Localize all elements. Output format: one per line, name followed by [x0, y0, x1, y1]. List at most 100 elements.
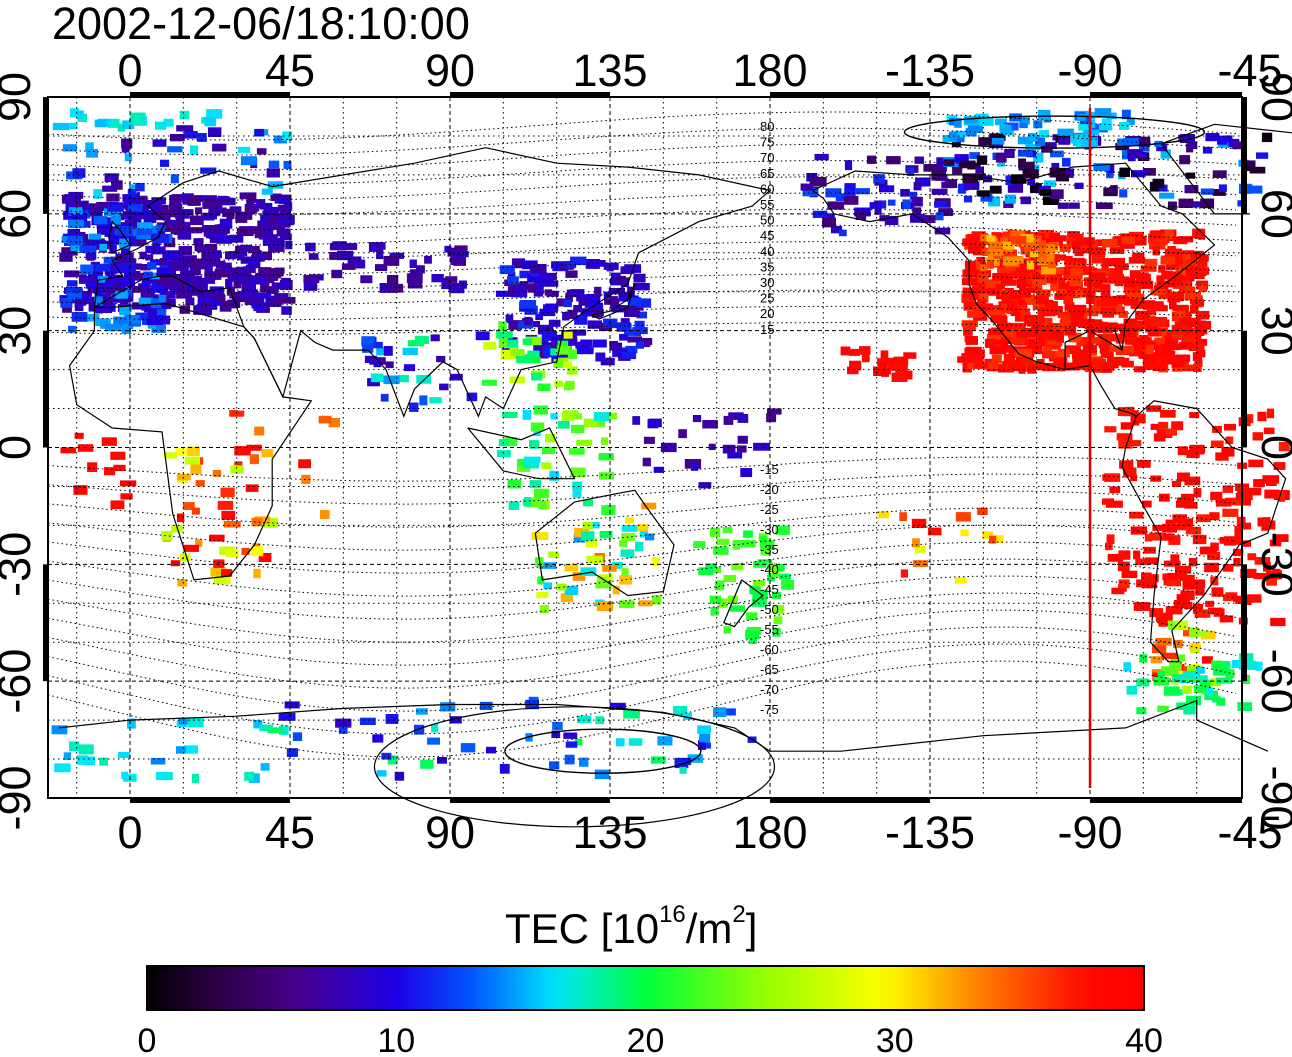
tec-cell: [523, 462, 540, 469]
tec-cell: [1190, 304, 1199, 314]
tec-cell: [1082, 131, 1090, 142]
tec-cell: [99, 757, 109, 766]
tec-cell: [1196, 259, 1208, 268]
tec-cell: [180, 264, 189, 271]
tec-cell: [912, 560, 929, 567]
tec-cell: [1225, 135, 1233, 142]
tec-cell: [880, 350, 889, 359]
tec-cell: [64, 270, 80, 278]
tec-cell: [622, 305, 638, 312]
tec-cell: [527, 273, 544, 283]
tec-cell: [989, 535, 997, 544]
tec-cell: [1185, 518, 1194, 527]
tec-cell: [578, 298, 587, 306]
tec-cell: [1249, 166, 1266, 174]
tec-cell: [531, 372, 543, 381]
tec-cell: [873, 366, 888, 376]
tec-cell: [1053, 356, 1068, 366]
tec-cell: [466, 392, 478, 402]
tec-cell: [1044, 180, 1056, 187]
frame-bar: [770, 798, 931, 803]
tec-cell: [389, 252, 405, 259]
magnetic-contour: [47, 160, 1237, 186]
tec-cell: [475, 331, 490, 341]
tec-cell: [1252, 432, 1263, 441]
lon-tick-label-bottom: 0: [117, 807, 142, 858]
tec-cell: [383, 346, 393, 356]
tec-cell: [999, 124, 1012, 135]
tec-cell: [147, 262, 157, 270]
tec-cell: [257, 220, 272, 229]
tec-cell: [1212, 189, 1226, 196]
tec-cell: [1042, 196, 1060, 205]
tec-cell: [149, 272, 160, 280]
tec-cell: [1195, 338, 1208, 346]
tec-cell: [512, 258, 525, 269]
tec-cell: [225, 251, 237, 260]
tec-cell: [251, 302, 266, 309]
tec-cell: [1200, 188, 1214, 195]
tec-cell: [893, 356, 909, 366]
tec-cell: [1215, 661, 1231, 671]
tec-cell: [206, 302, 218, 310]
tec-cell: [187, 196, 201, 206]
tec-cell: [271, 206, 280, 217]
tec-cell: [912, 538, 920, 548]
tec-cell: [1074, 233, 1084, 242]
tec-cell: [376, 251, 384, 260]
tec-cell: [519, 281, 529, 290]
tec-cell: [537, 324, 553, 335]
tec-cell: [576, 347, 594, 355]
tec-cell: [104, 173, 119, 183]
tec-cell: [164, 452, 178, 459]
tec-cell: [103, 256, 116, 264]
tec-cell: [176, 125, 194, 132]
tec-cell: [1021, 357, 1034, 364]
tec-cell: [921, 178, 928, 186]
tec-cell: [826, 213, 835, 221]
tec-cell: [621, 533, 636, 541]
lat-tick-label-left: -30: [0, 532, 40, 597]
lon-tick-label-bottom: 135: [572, 807, 647, 858]
tec-cell: [191, 507, 200, 515]
tec-cell: [1225, 436, 1234, 444]
tec-cell: [566, 289, 580, 298]
lon-tick-label-top: -45: [1217, 45, 1282, 96]
tec-cell: [320, 510, 330, 520]
tec-cell: [986, 235, 996, 242]
tec-cell: [1189, 332, 1199, 339]
tec-cell: [1142, 168, 1156, 176]
tec-cell: [1130, 170, 1146, 178]
tec-cell: [1235, 492, 1253, 501]
tec-cell: [1179, 276, 1190, 284]
tec-cell: [627, 297, 642, 306]
tec-cell: [1237, 200, 1245, 207]
tec-cell: [155, 771, 173, 781]
tec-cell: [587, 320, 602, 329]
south-magnetic-pole-oval: [504, 728, 702, 774]
tec-cell: [583, 418, 598, 428]
magnetic-contour: [47, 592, 1237, 666]
lon-tick-label-top: -135: [885, 45, 975, 96]
tec-cell: [216, 235, 233, 244]
lon-tick-label-top: 90: [425, 45, 475, 96]
tec-cell: [1172, 674, 1182, 683]
tec-cell: [253, 568, 261, 579]
tec-cell: [150, 757, 166, 765]
tec-cell: [855, 211, 867, 220]
tec-cell: [1027, 178, 1036, 186]
tec-cell: [1064, 327, 1077, 336]
tec-cell: [1011, 235, 1027, 245]
tec-cell: [65, 286, 83, 295]
tec-cell: [1156, 275, 1165, 285]
tec-cell: [1160, 149, 1171, 159]
tec-cell: [698, 740, 706, 750]
tec-cell: [645, 533, 655, 541]
tec-cell: [389, 283, 404, 293]
frame-bar: [450, 92, 611, 97]
tec-cell: [1195, 667, 1205, 674]
tec-cell: [691, 462, 699, 471]
tec-cell: [1052, 267, 1064, 274]
tec-cell: [964, 117, 978, 124]
tec-cell: [911, 196, 923, 207]
